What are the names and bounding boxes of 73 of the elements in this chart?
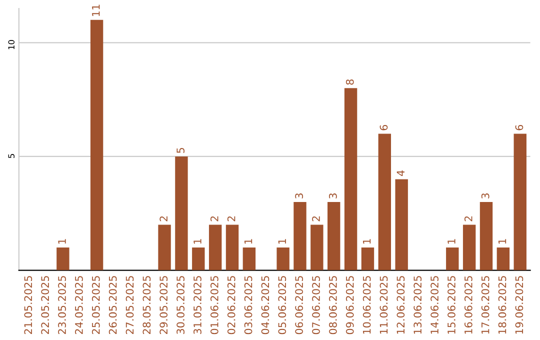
x-tick-label: 21.05.2025: [24, 276, 32, 334]
x-tick-label: 01.06.2025: [210, 276, 218, 334]
bar: [361, 248, 374, 270]
x-tick-label: 04.06.2025: [261, 276, 270, 334]
data-label: 6: [515, 124, 524, 130]
bar: [192, 248, 205, 270]
bar: [514, 134, 526, 270]
data-label: 1: [58, 239, 66, 244]
x-tick-label: 09.06.2025: [346, 276, 354, 334]
bar: [328, 202, 340, 270]
bar: [276, 248, 290, 270]
data-label: 4: [396, 170, 404, 176]
x-tick-label: 05.06.2025: [278, 276, 286, 334]
x-tick-label: 06.06.2025: [295, 276, 304, 334]
data-label: 3: [329, 193, 337, 198]
bar: [378, 134, 392, 270]
x-tick-label: 19.06.2025: [515, 276, 524, 334]
data-label: 2: [312, 216, 320, 222]
bar: [496, 248, 510, 270]
bar: [310, 224, 324, 270]
x-tick-label: 18.06.2025: [498, 276, 506, 334]
x-tick-label: 28.05.2025: [142, 276, 151, 334]
bar: [294, 202, 306, 270]
bar: [208, 224, 222, 270]
x-tick-label: 30.05.2025: [176, 276, 184, 334]
data-label: 8: [346, 79, 354, 85]
data-label: 1: [448, 239, 456, 244]
bar: [242, 248, 256, 270]
x-tick-label: 07.06.2025: [312, 276, 320, 334]
x-tick-label: 12.06.2025: [396, 276, 405, 334]
x-tick-label: 22.05.2025: [41, 276, 50, 334]
x-tick-label: 25.05.2025: [92, 276, 100, 334]
bar: [462, 224, 476, 270]
data-label: 5: [176, 148, 184, 153]
data-label: 2: [464, 216, 472, 222]
x-tick-label: 10.06.2025: [362, 276, 371, 334]
bar: [175, 156, 188, 270]
x-tick-label: 03.06.2025: [244, 276, 252, 334]
bar: [90, 20, 104, 270]
data-label: 2: [210, 216, 218, 222]
x-tick-label: 31.05.2025: [194, 276, 202, 334]
data-label: 1: [244, 239, 252, 244]
x-tick-label: 23.05.2025: [58, 276, 66, 334]
y-tick-label: 10: [8, 40, 15, 50]
data-label: 1: [194, 239, 202, 244]
x-tick-label: 11.06.2025: [380, 276, 388, 334]
x-tick-label: 24.05.2025: [75, 276, 83, 334]
data-label: 2: [160, 216, 168, 222]
bar: [480, 202, 493, 270]
data-label: 1: [498, 239, 506, 244]
x-tick-label: 17.06.2025: [481, 276, 490, 334]
data-label: 3: [295, 193, 304, 198]
x-tick-label: 29.05.2025: [160, 276, 168, 334]
bar: [56, 248, 70, 270]
x-tick-label: 27.05.2025: [126, 276, 134, 334]
x-tick-label: 02.06.2025: [227, 276, 236, 334]
data-label: 1: [278, 239, 286, 244]
bar: [158, 224, 171, 270]
bar: [395, 179, 408, 270]
data-label: 6: [380, 124, 388, 130]
bar: [344, 88, 358, 270]
x-tick-label: 15.06.2025: [448, 276, 456, 334]
x-tick-label: 14.06.2025: [430, 276, 438, 334]
x-tick-label: 26.05.2025: [108, 276, 117, 334]
data-label: 11: [92, 4, 100, 16]
bar: [226, 224, 239, 270]
data-label: 2: [227, 216, 236, 222]
bar: [446, 248, 459, 270]
x-tick-label: 16.06.2025: [464, 276, 472, 334]
data-label: 3: [481, 193, 490, 198]
data-label: 1: [363, 239, 371, 244]
x-tick-label: 13.06.2025: [414, 276, 422, 334]
x-tick-label: 08.06.2025: [329, 276, 337, 334]
